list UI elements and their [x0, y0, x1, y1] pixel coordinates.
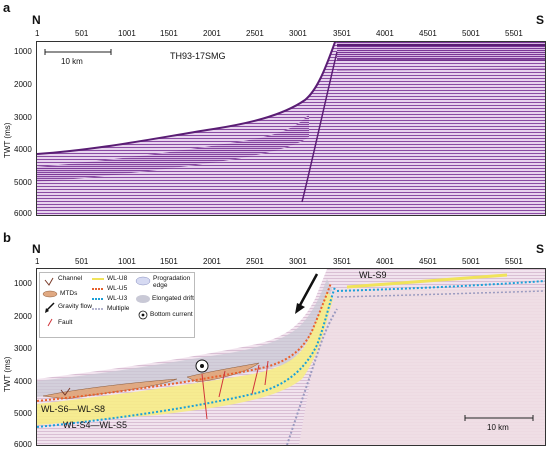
panel-b-x-ticks: 1 501 1001 1501 2001 2501 3001 3501 4001…: [0, 257, 550, 269]
x-tick: 2501: [246, 257, 264, 266]
mtds-icon: [42, 290, 58, 298]
panel-b-north-label: N: [32, 242, 41, 256]
fault: [251, 364, 260, 395]
x-tick: 1001: [118, 29, 136, 38]
channel-icon: [44, 277, 54, 286]
y-tick: 2000: [14, 80, 32, 89]
panel-a-line-name: TH93-17SMG: [170, 51, 226, 61]
fault: [218, 370, 226, 398]
fault: [264, 360, 269, 386]
x-tick: 501: [75, 257, 89, 266]
y-tick: 4000: [14, 377, 32, 386]
x-tick: 5501: [505, 257, 523, 266]
horizon-multiple-platform: [336, 290, 545, 298]
horizon-wl-u3-platform: [336, 280, 545, 292]
x-tick: 501: [75, 29, 89, 38]
unit-label-wl-s6-s8: WL-S6—WL-S8: [41, 404, 106, 414]
horizon-wl-u8-platform: [346, 273, 508, 289]
x-tick: 3001: [289, 257, 307, 266]
panel-a-svg: [37, 42, 545, 215]
panel-b-y-ticks: 1000 2000 3000 4000 5000 6000: [0, 268, 36, 453]
panel-b-label: b: [3, 230, 11, 245]
legend-wl-u8: WL-U8: [107, 275, 128, 282]
y-tick: 6000: [14, 440, 32, 449]
legend-wl-u5: WL-U5: [107, 285, 128, 292]
panel-a-y-ticks: 1000 2000 3000 4000 5000 6000: [0, 0, 36, 230]
unit-label-wl-s9: WL-S9: [359, 270, 387, 280]
panel-b-scale-label: 10 km: [487, 423, 509, 432]
x-tick: 1: [35, 29, 40, 38]
legend-progradation: Progradation edge: [153, 275, 191, 289]
y-tick: 3000: [14, 113, 32, 122]
panel-a-scale-label: 10 km: [61, 57, 83, 66]
y-tick: 1000: [14, 279, 32, 288]
x-tick: 1: [35, 257, 40, 266]
x-tick: 1501: [160, 257, 178, 266]
y-tick: 3000: [14, 344, 32, 353]
x-tick: 5501: [505, 29, 523, 38]
x-tick: 4001: [376, 257, 394, 266]
bottom-current-dot: [200, 364, 204, 368]
unit-label-wl-s4-s5: WL-S4—WL-S5: [63, 420, 128, 430]
x-tick: 3001: [289, 29, 307, 38]
fault: [201, 373, 208, 420]
legend-wl-u3: WL-U3: [107, 295, 128, 302]
gravity-flow-arrow: [297, 273, 319, 308]
x-tick: 2501: [246, 29, 264, 38]
x-tick: 1501: [160, 29, 178, 38]
platform-block: [299, 289, 545, 445]
slope-edge: [301, 51, 338, 203]
panel-b-svg: [37, 269, 545, 445]
x-tick: 3501: [333, 29, 351, 38]
y-tick: 5000: [14, 178, 32, 187]
panel-b-y-axis-label: TWT (ms): [3, 356, 12, 392]
x-tick: 1001: [118, 257, 136, 266]
progradation-edge-icon: [135, 276, 151, 286]
elongated-drift-icon: [136, 295, 150, 303]
mtd-deposit: [186, 362, 260, 383]
legend-channel: Channel: [58, 275, 83, 282]
legend-bottom-current: Bottom current: [150, 311, 193, 318]
platform-top: [337, 42, 545, 60]
panel-b-interpreted-section: Channel MTDs Gravity flow Fault WL-U8 WL…: [36, 268, 546, 446]
x-tick: 5001: [462, 257, 480, 266]
panel-a-seismic-section: 10 km TH93-17SMG: [36, 41, 546, 216]
x-tick: 5001: [462, 29, 480, 38]
panel-a-north-label: N: [32, 13, 41, 27]
legend-multiple: Multiple: [107, 305, 130, 312]
horizon-wl-u3: [37, 286, 336, 428]
seafloor-reflector: [37, 42, 336, 155]
legend-gravity-flow: Gravity flow: [58, 303, 92, 310]
legend-symbols: [42, 276, 151, 327]
x-tick: 3501: [333, 257, 351, 266]
panel-b-south-label: S: [536, 242, 545, 256]
y-tick: 1000: [14, 47, 32, 56]
legend-fault: Fault: [58, 319, 73, 326]
y-tick: 6000: [14, 209, 32, 218]
x-tick: 2001: [203, 29, 221, 38]
x-tick: 4501: [419, 257, 437, 266]
gravity-flow-icon-head: [45, 308, 49, 313]
horizon-wl-u5: [37, 282, 332, 402]
fault-icon: [47, 318, 53, 327]
panel-a-y-axis-label: TWT (ms): [3, 122, 12, 158]
horizon-multiple: [286, 308, 338, 445]
panel-a-south-label: S: [536, 13, 545, 27]
x-tick: 4001: [376, 29, 394, 38]
legend: Channel MTDs Gravity flow Fault WL-U8 WL…: [39, 272, 195, 338]
y-tick: 5000: [14, 409, 32, 418]
y-tick: 4000: [14, 145, 32, 154]
gravity-flow-arrowhead: [295, 303, 305, 314]
legend-drift: Elongated drift: [152, 295, 194, 302]
channel-mark: [60, 387, 71, 396]
y-tick: 2000: [14, 312, 32, 321]
bottom-current-legend-dot: [141, 313, 145, 317]
x-tick: 2001: [203, 257, 221, 266]
layered-band: [37, 114, 309, 182]
panel-a-x-ticks: 1 501 1001 1501 2001 2501 3001 3501 4001…: [0, 29, 550, 41]
panel-a-label: a: [3, 0, 11, 15]
legend-mtds: MTDs: [60, 290, 78, 297]
platform-reflector: [336, 68, 545, 71]
x-tick: 4501: [419, 29, 437, 38]
